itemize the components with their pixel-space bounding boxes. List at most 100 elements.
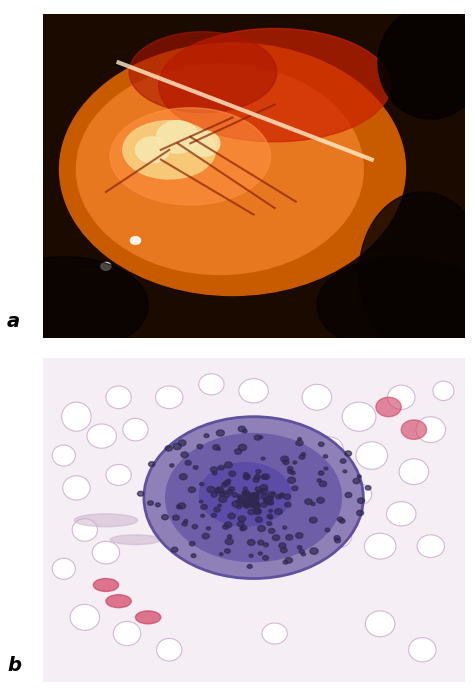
Circle shape [228, 535, 232, 538]
Circle shape [249, 554, 253, 557]
Circle shape [148, 461, 155, 466]
Ellipse shape [74, 514, 137, 527]
Circle shape [212, 472, 217, 475]
Circle shape [280, 493, 284, 496]
Circle shape [292, 486, 298, 491]
Ellipse shape [199, 374, 224, 395]
Circle shape [264, 497, 271, 503]
Circle shape [261, 475, 268, 480]
Circle shape [261, 494, 268, 500]
Circle shape [311, 503, 315, 505]
Circle shape [268, 496, 273, 500]
Ellipse shape [87, 424, 117, 448]
Circle shape [216, 430, 224, 436]
Circle shape [263, 555, 269, 560]
Ellipse shape [123, 418, 148, 441]
Circle shape [267, 514, 273, 519]
Ellipse shape [342, 402, 376, 432]
Circle shape [254, 505, 260, 509]
Circle shape [200, 482, 204, 486]
Ellipse shape [262, 623, 287, 644]
Circle shape [207, 487, 215, 493]
Circle shape [136, 137, 169, 163]
Circle shape [286, 535, 293, 540]
Circle shape [267, 522, 272, 525]
Circle shape [268, 492, 275, 497]
Ellipse shape [317, 257, 474, 354]
Circle shape [180, 474, 187, 480]
Circle shape [265, 498, 273, 505]
Ellipse shape [239, 379, 268, 403]
Circle shape [242, 491, 250, 497]
Circle shape [237, 505, 242, 509]
Circle shape [210, 467, 218, 473]
Circle shape [232, 501, 240, 507]
Circle shape [243, 500, 251, 506]
Ellipse shape [76, 64, 363, 274]
Circle shape [264, 543, 268, 547]
Circle shape [204, 434, 209, 438]
Circle shape [255, 475, 260, 479]
Circle shape [259, 436, 263, 438]
Circle shape [148, 501, 154, 505]
Circle shape [186, 130, 220, 157]
Circle shape [269, 509, 273, 512]
Circle shape [181, 452, 188, 458]
Ellipse shape [110, 535, 161, 544]
Circle shape [252, 498, 256, 500]
Circle shape [184, 519, 188, 523]
Circle shape [211, 493, 217, 497]
Circle shape [185, 461, 191, 465]
Circle shape [201, 505, 207, 509]
Circle shape [310, 548, 318, 554]
Circle shape [279, 495, 283, 498]
Ellipse shape [62, 402, 91, 432]
Circle shape [301, 452, 305, 456]
Circle shape [255, 435, 261, 440]
Circle shape [238, 426, 246, 432]
Circle shape [273, 535, 280, 541]
Circle shape [343, 470, 347, 473]
Ellipse shape [123, 120, 216, 179]
Circle shape [337, 517, 343, 521]
Circle shape [260, 484, 268, 491]
Circle shape [291, 471, 295, 475]
Ellipse shape [156, 638, 182, 661]
Circle shape [335, 538, 340, 543]
Circle shape [243, 502, 247, 505]
Circle shape [255, 498, 259, 502]
Circle shape [224, 480, 230, 486]
Ellipse shape [70, 604, 100, 631]
Circle shape [246, 494, 252, 498]
Circle shape [237, 496, 245, 502]
Ellipse shape [416, 417, 446, 443]
Circle shape [279, 543, 286, 548]
Ellipse shape [63, 476, 90, 500]
Circle shape [243, 475, 250, 480]
Circle shape [237, 521, 244, 527]
Ellipse shape [106, 464, 131, 486]
Circle shape [225, 462, 232, 468]
Ellipse shape [417, 535, 445, 557]
Circle shape [255, 509, 261, 514]
Circle shape [218, 504, 221, 507]
Circle shape [206, 527, 210, 530]
Circle shape [202, 533, 210, 539]
Ellipse shape [356, 442, 388, 469]
Circle shape [288, 477, 296, 483]
Circle shape [258, 540, 264, 545]
Ellipse shape [106, 386, 131, 409]
Circle shape [217, 448, 220, 450]
Circle shape [264, 500, 269, 503]
Ellipse shape [52, 558, 75, 579]
Ellipse shape [388, 385, 415, 409]
Circle shape [345, 493, 352, 498]
Circle shape [188, 487, 196, 493]
Circle shape [214, 507, 220, 512]
Circle shape [137, 491, 144, 496]
Circle shape [258, 525, 265, 532]
Circle shape [249, 498, 253, 501]
Circle shape [238, 498, 245, 503]
Ellipse shape [0, 257, 148, 354]
Circle shape [253, 477, 259, 482]
